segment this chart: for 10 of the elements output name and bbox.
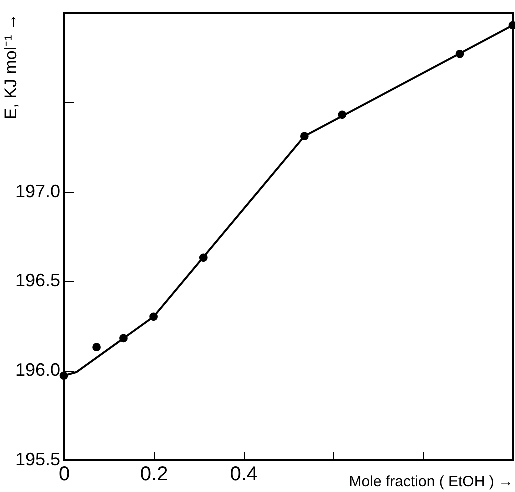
x-tick-label: 0.4 <box>230 464 258 486</box>
y-tick-label: 195.5 <box>15 450 60 470</box>
y-tick-label: 196.0 <box>15 360 60 380</box>
x-axis-title: Mole fraction ( EtOH ) → <box>349 474 514 490</box>
point <box>92 343 101 352</box>
x-tick-label: 0 <box>58 464 70 486</box>
y-tick-label: 197.0 <box>15 181 60 202</box>
y-axis-title: E, KJ mol⁻¹ → <box>2 14 20 120</box>
y-tick-label: 196.5 <box>15 270 60 291</box>
x-tick-label: 0.2 <box>140 464 168 486</box>
